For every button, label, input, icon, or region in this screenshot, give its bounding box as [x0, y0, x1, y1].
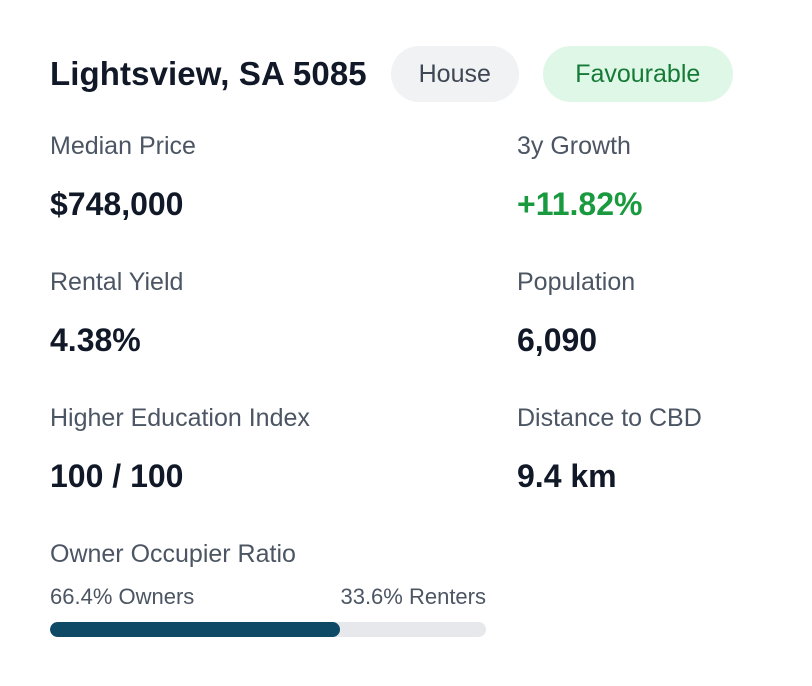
stat-value: 6,090	[517, 322, 598, 358]
stat-rental-yield: Rental Yield 4.38%	[50, 267, 410, 359]
owners-label: 66.4% Owners	[50, 584, 195, 609]
owner-occupier-ratio: Owner Occupier Ratio 66.4% Owners 33.6% …	[50, 539, 486, 637]
card-header: Lightsview, SA 5085 House Favourable	[50, 46, 733, 102]
stat-value: 100 / 100	[50, 458, 184, 494]
ratio-title: Owner Occupier Ratio	[50, 540, 296, 568]
renters-label: 33.6% Renters	[340, 584, 486, 609]
stat-higher-education-index: Higher Education Index 100 / 100	[50, 403, 410, 495]
stat-population: Population 6,090	[517, 267, 812, 359]
rating-badge: Favourable	[542, 46, 733, 102]
ratio-bar-track	[50, 622, 486, 637]
stat-label: Rental Yield	[50, 268, 184, 296]
stat-label: Population	[517, 268, 636, 296]
stat-label: Higher Education Index	[50, 404, 310, 432]
stat-value: 4.38%	[50, 322, 141, 358]
stat-label: Median Price	[50, 132, 196, 160]
stat-3y-growth: 3y Growth +11.82%	[517, 131, 812, 223]
ratio-legend: 66.4% Owners 33.6% Renters	[50, 584, 486, 610]
stat-distance-to-cbd: Distance to CBD 9.4 km	[517, 403, 812, 495]
property-type-badge: House	[390, 46, 519, 102]
stat-median-price: Median Price $748,000	[50, 131, 410, 223]
stat-value: $748,000	[50, 186, 184, 222]
stat-label: Distance to CBD	[517, 404, 702, 432]
stat-label: 3y Growth	[517, 132, 631, 160]
stat-value: +11.82%	[517, 186, 643, 222]
suburb-title: Lightsview, SA 5085	[50, 55, 367, 92]
ratio-bar-fill	[50, 622, 340, 637]
stat-value: 9.4 km	[517, 458, 617, 494]
